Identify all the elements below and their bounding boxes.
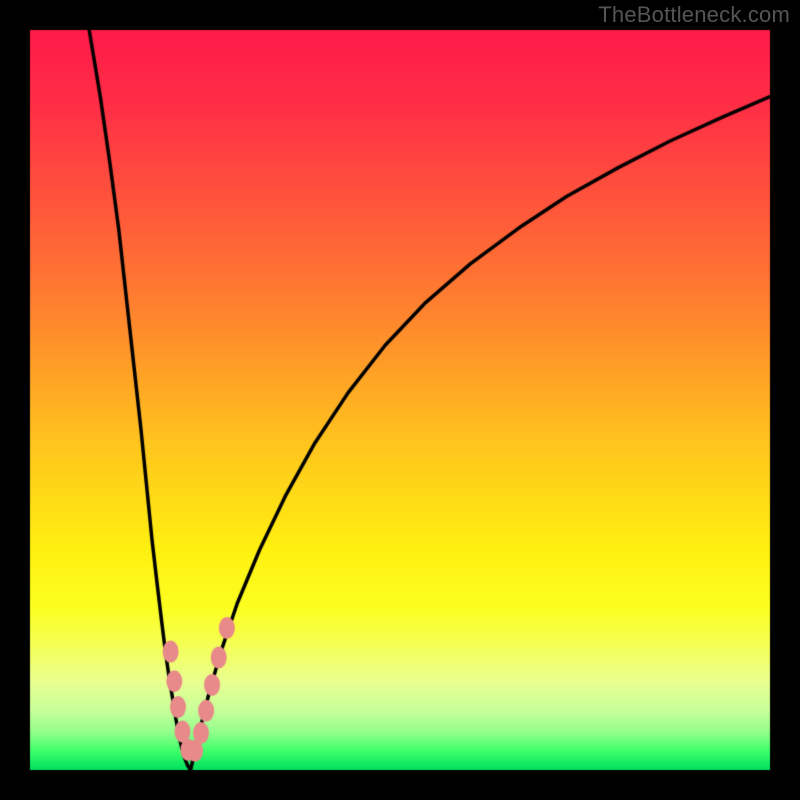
- chart-canvas: [0, 0, 800, 800]
- chart-stage: TheBottleneck.com: [0, 0, 800, 800]
- watermark-label: TheBottleneck.com: [598, 2, 790, 28]
